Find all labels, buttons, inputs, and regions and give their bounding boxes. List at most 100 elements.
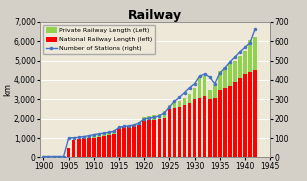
Bar [248, 40, 252, 157]
Bar [248, 72, 252, 157]
Bar [213, 98, 216, 157]
Bar [77, 139, 80, 157]
Number of Stations (right) [122, 125, 126, 128]
Number of Stations (right) [153, 116, 156, 118]
Number of Stations (right) [47, 155, 50, 158]
Bar [162, 111, 166, 157]
Number of Stations (right) [112, 130, 116, 132]
Number of Stations (right) [183, 91, 186, 94]
Bar [82, 138, 86, 157]
Bar [168, 109, 171, 157]
Bar [173, 103, 176, 157]
Number of Stations (right) [198, 75, 201, 77]
Bar [153, 115, 156, 157]
Number of Stations (right) [253, 28, 257, 30]
Number of Stations (right) [238, 51, 242, 53]
Bar [153, 120, 156, 157]
Number of Stations (right) [178, 96, 181, 98]
Number of Stations (right) [173, 100, 176, 102]
Number of Stations (right) [203, 73, 207, 75]
Bar [142, 117, 146, 157]
Bar [67, 149, 70, 157]
Number of Stations (right) [92, 134, 96, 136]
Number of Stations (right) [117, 126, 121, 129]
Number of Stations (right) [228, 61, 232, 63]
Bar [102, 136, 106, 157]
Bar [173, 108, 176, 157]
Number of Stations (right) [193, 83, 196, 85]
Bar [183, 105, 186, 157]
Bar [112, 132, 116, 157]
Number of Stations (right) [162, 112, 166, 114]
Bar [253, 70, 257, 157]
Bar [87, 137, 91, 157]
Number of Stations (right) [168, 106, 171, 108]
Number of Stations (right) [62, 155, 65, 158]
Bar [183, 98, 186, 157]
Line: Number of Stations (right): Number of Stations (right) [42, 28, 256, 157]
Bar [82, 138, 86, 157]
Bar [122, 127, 126, 157]
Bar [233, 60, 237, 157]
Bar [92, 138, 96, 157]
Bar [178, 107, 181, 157]
Bar [213, 84, 216, 157]
Bar [168, 105, 171, 157]
Number of Stations (right) [52, 155, 55, 158]
Bar [253, 37, 257, 157]
Bar [107, 133, 111, 157]
Bar [188, 103, 191, 157]
Bar [132, 125, 136, 157]
Bar [122, 127, 126, 157]
Number of Stations (right) [82, 135, 86, 138]
Number of Stations (right) [77, 136, 80, 138]
Bar [147, 116, 151, 157]
Bar [107, 135, 111, 157]
Bar [87, 138, 91, 157]
Number of Stations (right) [248, 42, 252, 44]
Bar [147, 120, 151, 157]
Bar [157, 114, 161, 157]
Number of Stations (right) [147, 117, 151, 119]
Number of Stations (right) [188, 87, 191, 89]
Number of Stations (right) [102, 132, 106, 134]
Number of Stations (right) [218, 72, 222, 74]
Number of Stations (right) [213, 83, 216, 85]
Bar [223, 67, 227, 157]
Number of Stations (right) [57, 155, 60, 158]
Number of Stations (right) [97, 133, 101, 135]
Bar [97, 135, 101, 157]
Bar [243, 74, 247, 157]
Bar [238, 56, 242, 157]
Bar [228, 86, 232, 157]
Bar [178, 101, 181, 157]
Bar [208, 90, 212, 157]
Bar [162, 118, 166, 157]
Bar [228, 63, 232, 157]
Number of Stations (right) [132, 124, 136, 126]
Bar [218, 71, 222, 157]
Number of Stations (right) [67, 137, 71, 139]
Number of Stations (right) [41, 155, 45, 158]
Bar [102, 134, 106, 157]
Bar [193, 88, 196, 157]
Number of Stations (right) [243, 46, 247, 48]
Bar [157, 119, 161, 157]
Bar [117, 128, 121, 157]
Bar [127, 127, 131, 157]
Bar [137, 125, 141, 157]
Bar [188, 94, 191, 157]
Number of Stations (right) [107, 131, 111, 133]
Bar [72, 140, 76, 157]
Bar [142, 121, 146, 157]
Y-axis label: km: km [3, 83, 13, 96]
Bar [233, 82, 237, 157]
Number of Stations (right) [72, 137, 76, 139]
Bar [243, 51, 247, 157]
Bar [127, 127, 131, 157]
Bar [117, 128, 121, 157]
Bar [208, 99, 212, 157]
Number of Stations (right) [223, 67, 227, 69]
Number of Stations (right) [208, 76, 212, 78]
Title: Railway: Railway [128, 9, 182, 22]
